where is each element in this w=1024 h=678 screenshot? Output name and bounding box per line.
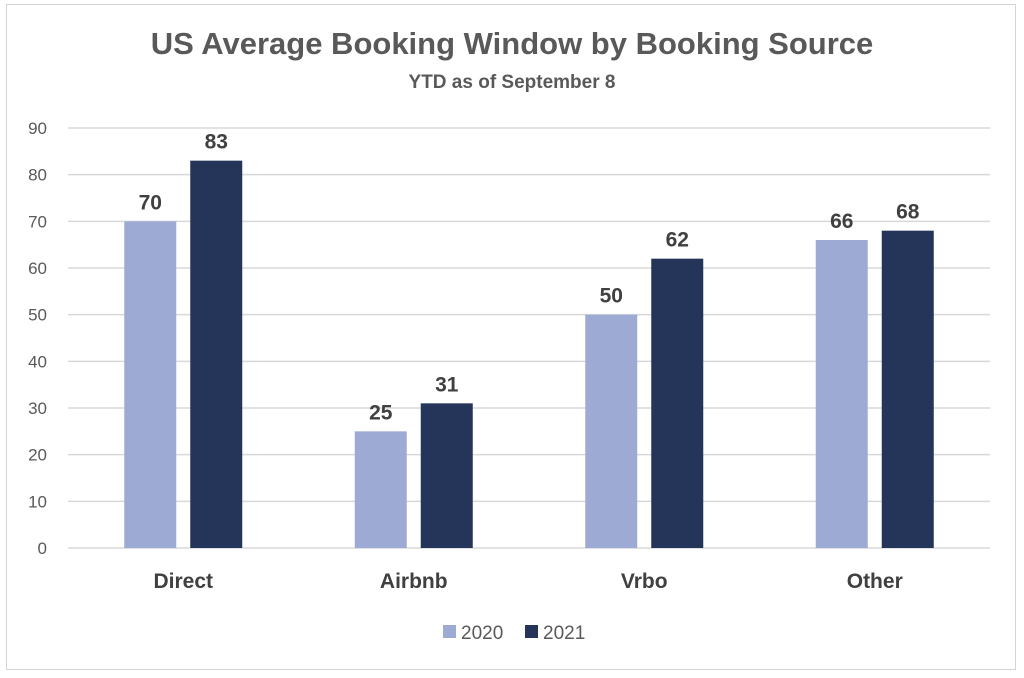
bar-airbnb-2021: [420, 403, 473, 548]
data-label: 83: [205, 131, 228, 154]
y-tick-label: 40: [28, 352, 47, 371]
data-label: 66: [830, 210, 853, 233]
bar-vrbo-2021: [651, 258, 704, 548]
y-tick-label: 60: [28, 259, 47, 278]
bars: [124, 160, 934, 549]
bar-airbnb-2020: [354, 431, 407, 548]
data-label: 50: [600, 285, 623, 308]
chart-subtitle: YTD as of September 8: [408, 72, 616, 93]
data-label: 70: [139, 191, 162, 214]
y-tick-label: 30: [28, 399, 47, 418]
legend: 2020 2021: [443, 623, 585, 644]
bar-vrbo-2020: [585, 314, 638, 548]
x-axis: Direct Airbnb Vrbo Other: [153, 570, 902, 593]
y-tick-label: 70: [28, 212, 47, 231]
bar-direct-2020: [124, 221, 177, 549]
x-category-label: Direct: [153, 570, 213, 593]
legend-swatch-2021: [525, 625, 538, 638]
y-tick-label: 80: [28, 166, 47, 185]
x-category-label: Other: [847, 570, 903, 593]
x-category-label: Airbnb: [380, 570, 448, 593]
bar-other-2021: [881, 230, 934, 548]
y-tick-label: 20: [28, 446, 47, 465]
legend-label: 2020: [461, 623, 503, 644]
data-label: 62: [666, 229, 689, 252]
legend-label: 2021: [543, 623, 585, 644]
bar-other-2020: [815, 240, 868, 548]
legend-swatch-2020: [443, 625, 456, 638]
y-tick-label: 10: [28, 492, 47, 511]
x-category-label: Vrbo: [621, 570, 668, 593]
y-tick-label: 0: [38, 539, 47, 558]
data-label: 68: [896, 201, 920, 224]
data-label: 25: [369, 401, 393, 424]
bar-direct-2021: [190, 160, 243, 548]
y-tick-label: 90: [28, 119, 47, 138]
y-axis: 0 10 20 30 40 50 60 70 80 90: [28, 119, 47, 558]
data-label: 31: [435, 373, 459, 396]
chart-title: US Average Booking Window by Booking Sou…: [150, 26, 874, 61]
data-labels: 70 83 25 31 50 62 66 68: [139, 131, 920, 425]
y-tick-label: 50: [28, 306, 47, 325]
